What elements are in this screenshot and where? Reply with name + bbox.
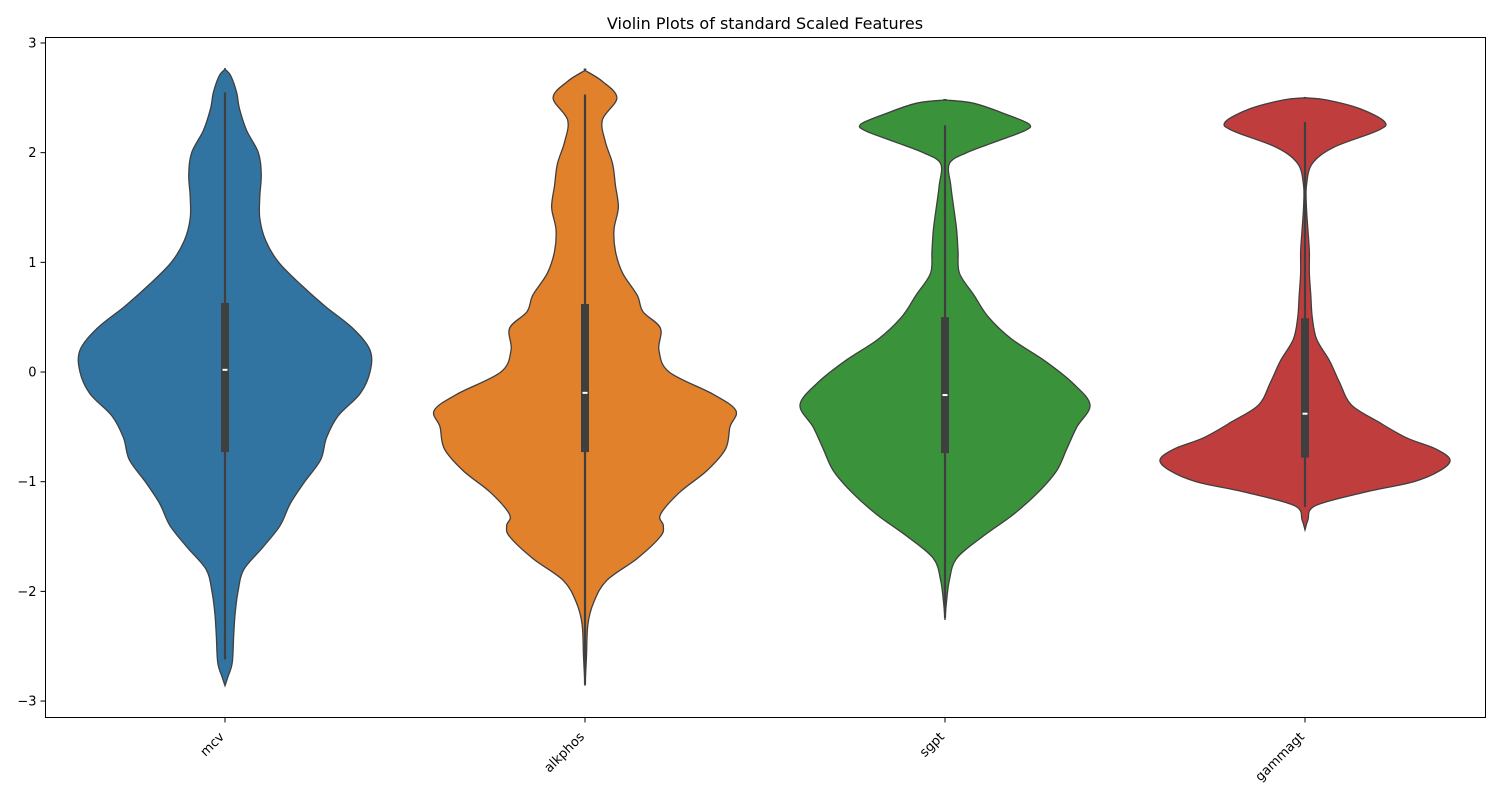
y-tick-label: 2: [28, 146, 36, 161]
y-tick-label: 0: [28, 366, 36, 381]
violins-group: [77, 67, 1451, 688]
x-tick-label-mcv: mcv: [198, 730, 228, 760]
y-tick-label: 3: [28, 36, 36, 51]
iqr-box-mcv: [221, 302, 229, 453]
plot-frame: [45, 37, 1486, 718]
y-tick-label: −2: [17, 585, 36, 600]
y-tick-label: −1: [17, 475, 36, 490]
iqr-box-gammagt: [1301, 318, 1309, 458]
violin-sgpt: [799, 98, 1091, 620]
violin-mcv: [77, 67, 373, 688]
chart-title: Violin Plots of standard Scaled Features: [607, 14, 923, 33]
iqr-box-alkphos: [581, 304, 589, 453]
x-tick-label-alkphos: alkphos: [542, 730, 588, 776]
x-tick-label-sgpt: sgpt: [917, 730, 948, 761]
violin-gammagt: [1159, 96, 1451, 533]
x-tick-label-gammagt: gammagt: [1253, 730, 1308, 785]
violin-alkphos: [432, 68, 738, 686]
y-tick-label: −3: [17, 695, 36, 710]
y-axis: −3 −2 −1 0 1 2 3: [17, 36, 46, 710]
x-axis: mcv alkphos sgpt gammagt: [198, 717, 1308, 785]
iqr-box-sgpt: [941, 317, 949, 454]
y-tick-label: 1: [28, 256, 36, 271]
